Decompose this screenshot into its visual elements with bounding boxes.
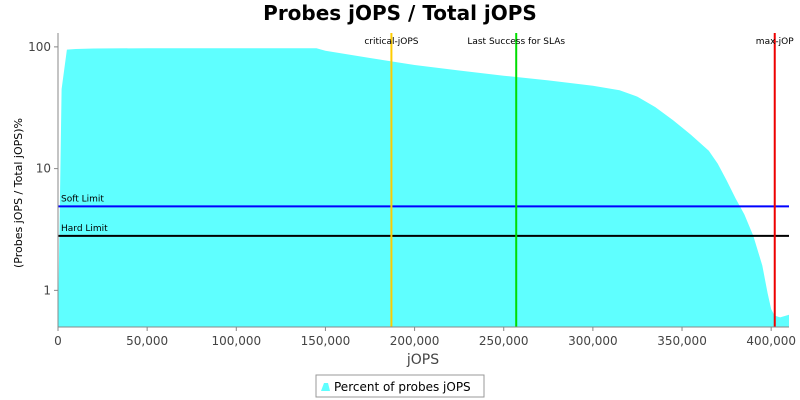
x-tick-label: 50,000 (126, 334, 168, 348)
x-tick-label: 200,000 (390, 334, 440, 348)
legend-swatch (321, 383, 330, 391)
reference-lines: Soft Limit Hard Limit critical-jOPS Last Su… (58, 33, 794, 327)
legend-entry: Percent of probes jOPS (334, 380, 471, 394)
axes (57, 33, 789, 328)
legend-box (315, 374, 485, 398)
x-axis-label: jOPS (406, 352, 439, 368)
x-tick-label: 400,000 (746, 334, 796, 348)
x-tick-label: 350,000 (657, 334, 707, 348)
y-tick-label: 100 (28, 40, 51, 54)
ref-label-hard-limit: Hard Limit (61, 224, 108, 234)
ref-label-max-jop: max-jOP (756, 37, 794, 47)
x-tick-label: 100,000 (211, 334, 261, 348)
y-tick-label: 10 (36, 162, 51, 176)
x-tick-label: 250,000 (479, 334, 529, 348)
plot-area (58, 33, 789, 327)
chart-title: Probes jOPS / Total jOPS (263, 1, 537, 25)
x-axis-ticks: 0 50,000 100,000 150,000 200,000 250,000 300,0… (54, 327, 796, 348)
legend: Percent of probes jOPS (315, 374, 485, 398)
y-tick-label: 1 (43, 283, 51, 297)
x-tick-label: 150,000 (301, 334, 351, 348)
x-tick-label: 300,000 (568, 334, 618, 348)
ref-label-critical-jops: critical-jOPS (364, 37, 418, 47)
x-tick-label: 0 (54, 334, 62, 348)
y-axis-label: (Probes jOPS / Total jOPS)% (12, 118, 25, 268)
ref-label-last-success-for-slas: Last Success for SLAs (467, 37, 565, 47)
series-area-probes (58, 48, 789, 327)
y-axis-ticks: 1 10 100 (28, 40, 58, 297)
ref-label-soft-limit: Soft Limit (61, 194, 104, 204)
